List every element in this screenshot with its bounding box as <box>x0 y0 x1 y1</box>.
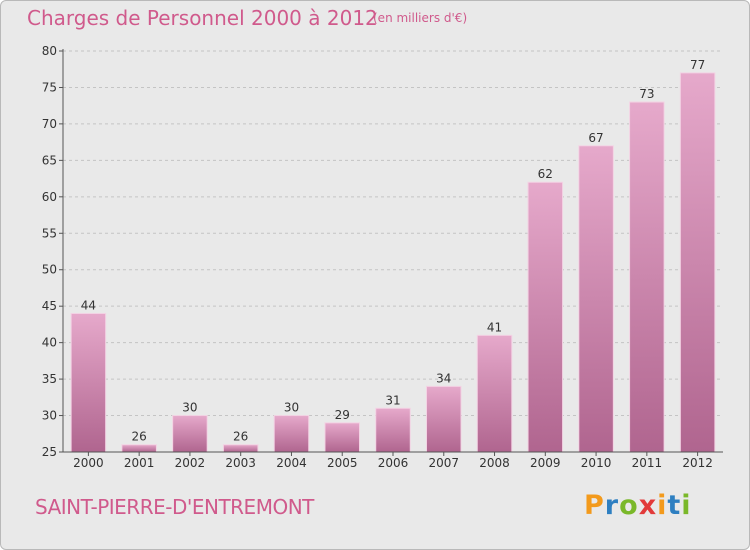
x-tick-label-2009: 2009 <box>530 456 561 470</box>
x-tick-label-2006: 2006 <box>378 456 409 470</box>
data-label-2002: 30 <box>182 401 197 415</box>
chart-title: Charges de Personnel 2000 à 2012 <box>27 6 378 30</box>
location-name: SAINT-PIERRE-D'ENTREMONT <box>35 495 314 519</box>
bar-2004 <box>273 415 310 453</box>
bar-2003 <box>222 444 259 453</box>
x-tick-label-2008: 2008 <box>479 456 510 470</box>
chart-subtitle: (en milliers d'€) <box>373 11 468 25</box>
data-label-2000: 44 <box>81 298 96 312</box>
y-tick-label: 70 <box>42 117 57 131</box>
x-tick-label-2005: 2005 <box>327 456 358 470</box>
brand-letter: r <box>604 490 620 521</box>
y-tick-label: 65 <box>42 153 57 167</box>
data-label-2004: 30 <box>284 401 299 415</box>
bar-2005 <box>324 422 360 453</box>
y-tick-label: 35 <box>42 372 57 386</box>
bar-2002 <box>172 415 208 453</box>
x-tick-label-2012: 2012 <box>682 456 713 470</box>
x-tick-label-2001: 2001 <box>124 456 155 470</box>
bar-2007 <box>426 385 462 453</box>
brand-letter: t <box>667 490 682 521</box>
x-tick-label-2004: 2004 <box>276 456 307 470</box>
bar-2012 <box>679 72 716 453</box>
x-tick-label-2003: 2003 <box>225 456 256 470</box>
x-tick-label-2000: 2000 <box>73 456 104 470</box>
data-label-2007: 34 <box>436 371 451 385</box>
brand-letter: x <box>638 490 658 521</box>
data-label-2008: 41 <box>487 320 502 334</box>
y-tick-label: 25 <box>42 445 57 459</box>
data-label-2006: 31 <box>385 393 400 407</box>
data-label-2003: 26 <box>233 430 248 444</box>
y-tick-label: 75 <box>42 80 57 94</box>
bar-2008 <box>476 334 513 453</box>
brand-letter: P <box>584 490 605 521</box>
axes <box>59 49 723 456</box>
data-label-2012: 77 <box>690 58 705 72</box>
y-tick-label: 60 <box>42 190 57 204</box>
data-label-2001: 26 <box>132 430 147 444</box>
brand-letter: i <box>657 490 668 521</box>
data-label-2010: 67 <box>588 131 603 145</box>
y-tick-label: 55 <box>42 226 57 240</box>
y-tick-label: 45 <box>42 299 57 313</box>
y-tick-label: 40 <box>42 336 57 350</box>
brand-logo: Proxiti <box>584 490 692 521</box>
bar-2006 <box>375 407 411 453</box>
data-label-2011: 73 <box>639 87 654 101</box>
data-label-2005: 29 <box>335 408 350 422</box>
x-tick-label-2010: 2010 <box>581 456 612 470</box>
bar-2010 <box>578 145 614 453</box>
bar-2009 <box>527 181 564 453</box>
data-label-2009: 62 <box>538 167 553 181</box>
y-tick-label: 80 <box>42 44 57 58</box>
y-tick-label: 30 <box>42 409 57 423</box>
brand-letter: i <box>681 490 692 521</box>
bar-2001 <box>121 444 157 453</box>
x-tick-label-2002: 2002 <box>175 456 206 470</box>
labels: 25 30 35 40 45 50 55 60 65 70 75 80 2000 44 2001 26 2002… <box>42 44 713 470</box>
bar-2000 <box>70 312 107 453</box>
bar-2011 <box>629 101 665 453</box>
y-tick-label: 50 <box>42 263 57 277</box>
x-tick-label-2011: 2011 <box>632 456 663 470</box>
grid-lines <box>63 50 723 417</box>
brand-letter: o <box>619 490 639 521</box>
x-tick-label-2007: 2007 <box>428 456 459 470</box>
bar-series <box>70 72 716 453</box>
